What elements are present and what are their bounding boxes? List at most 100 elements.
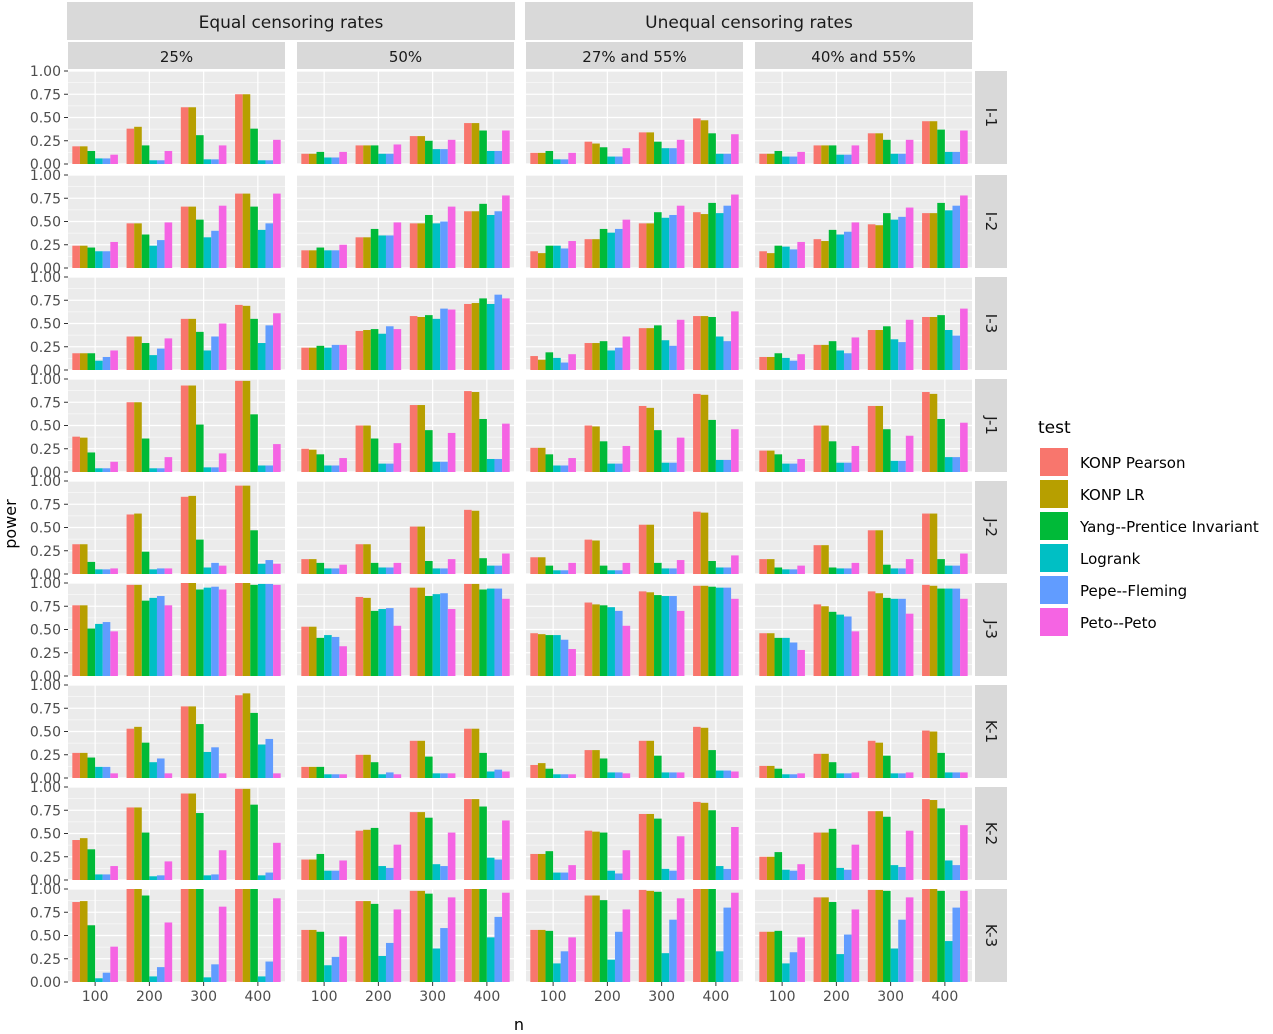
y-tick-label: 0.50: [30, 317, 61, 333]
bar: [700, 214, 709, 268]
bar: [960, 422, 968, 472]
bar: [937, 202, 945, 268]
bar: [905, 207, 914, 268]
y-tick-label: 1.00: [30, 882, 61, 898]
column-group-strip-bg: [67, 2, 515, 40]
bar: [843, 934, 852, 982]
bar: [196, 589, 204, 676]
bar: [952, 151, 961, 164]
bar: [417, 316, 426, 370]
bar: [134, 889, 142, 982]
bar: [797, 241, 805, 268]
bar: [355, 596, 364, 676]
bar: [196, 219, 204, 268]
bar: [622, 148, 631, 164]
bar: [821, 545, 829, 574]
bar: [464, 123, 472, 164]
bar: [654, 595, 662, 676]
bar: [759, 450, 767, 472]
bar: [731, 555, 739, 574]
x-tick-label: 400: [703, 989, 730, 1005]
bar: [494, 588, 503, 676]
bar: [545, 565, 554, 574]
column-strip-bg: [526, 42, 743, 69]
bar: [607, 870, 615, 880]
bar: [843, 616, 852, 676]
bar: [851, 844, 860, 880]
bar: [324, 635, 332, 676]
bar: [494, 150, 503, 164]
bar: [676, 205, 685, 268]
bar: [72, 245, 80, 268]
bar: [378, 333, 386, 370]
bar: [944, 151, 953, 164]
bar: [654, 818, 662, 880]
facet-panel: [755, 582, 972, 677]
bar: [102, 468, 111, 472]
y-tick-label: 1.00: [30, 576, 61, 592]
bar: [242, 94, 251, 164]
bar: [599, 147, 608, 164]
bar: [622, 562, 631, 574]
y-tick-label: 0.25: [30, 952, 61, 968]
bar: [464, 303, 472, 370]
bar: [242, 583, 251, 676]
bar: [440, 928, 448, 982]
bar: [363, 544, 371, 574]
bar: [715, 587, 724, 676]
bar: [937, 588, 945, 676]
bar: [393, 144, 402, 164]
bar: [385, 942, 394, 982]
legend-label: KONP Pearson: [1080, 454, 1185, 472]
bar: [409, 740, 418, 778]
facet-panel: [68, 276, 285, 371]
bar: [79, 245, 88, 268]
bar: [584, 895, 593, 982]
bar: [568, 562, 576, 574]
bar: [301, 448, 309, 472]
bar: [102, 158, 111, 164]
bar: [867, 133, 876, 164]
bar: [316, 562, 325, 574]
bar: [553, 570, 561, 574]
bar: [813, 832, 822, 880]
bar: [952, 772, 961, 778]
bar: [102, 569, 111, 574]
bar: [821, 832, 829, 880]
bar: [425, 756, 433, 778]
bar: [378, 866, 386, 880]
bar: [867, 811, 876, 880]
y-tick-label: 0.50: [30, 111, 61, 127]
bar: [708, 419, 716, 472]
bar: [622, 336, 631, 370]
bar: [331, 636, 340, 676]
legend: test KONP Pearson KONP LR Yang--Prentice I…: [1038, 418, 1259, 636]
column-strip-label: 50%: [389, 48, 422, 66]
bar: [782, 569, 790, 574]
bar: [898, 342, 906, 370]
bar: [944, 860, 953, 880]
bar: [273, 563, 281, 574]
bar: [723, 459, 732, 472]
bar: [164, 568, 173, 574]
legend-swatch: [1040, 544, 1068, 572]
row-strip: J-1: [975, 379, 1007, 472]
y-tick-label: 1.00: [30, 780, 61, 796]
bar: [851, 445, 860, 472]
facet-panel: [297, 786, 514, 881]
bar: [960, 598, 968, 676]
bar: [265, 738, 274, 778]
bar: [188, 706, 197, 778]
bar: [250, 128, 258, 164]
bar: [393, 844, 402, 880]
bar: [883, 564, 891, 574]
column-strips: 25% 50% 27% and 55% 40% and 55%: [68, 42, 972, 69]
bar: [676, 437, 685, 472]
bar: [425, 140, 433, 164]
bar: [599, 341, 608, 370]
bar: [331, 465, 340, 472]
bar: [235, 94, 243, 164]
bar: [479, 203, 487, 268]
bar: [72, 436, 80, 472]
y-tick-label: 0.25: [30, 238, 61, 254]
